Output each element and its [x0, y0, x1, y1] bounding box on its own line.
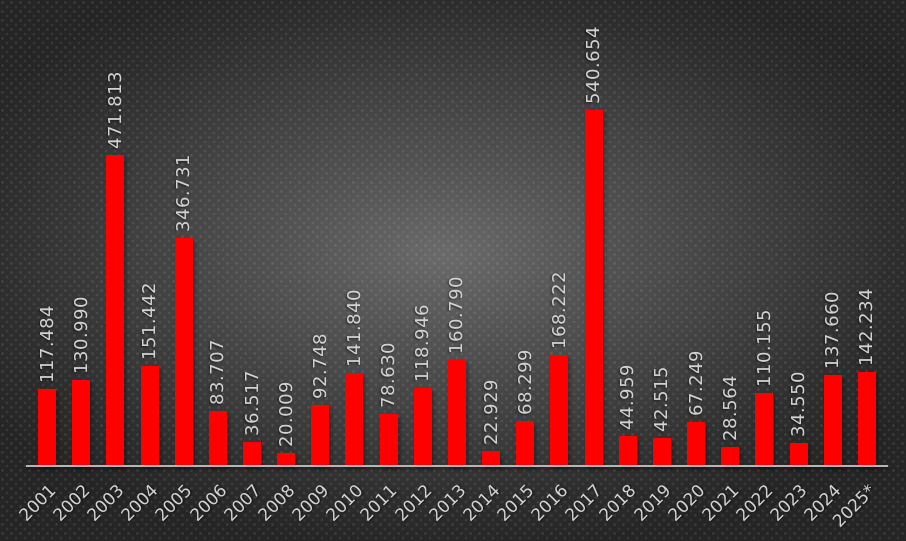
bar-column-2005: 346.731 [167, 0, 201, 466]
bar-column-2013: 160.790 [440, 0, 474, 466]
bar-column-2002: 130.990 [64, 0, 98, 466]
bar-column-2024: 137.660 [816, 0, 850, 466]
bar-column-2017: 540.654 [577, 0, 611, 466]
bar-2002 [72, 380, 91, 466]
value-label: 151.442 [139, 282, 161, 360]
bar-2024 [823, 375, 842, 466]
bar-column-2021: 28.564 [713, 0, 747, 466]
bar-2025 [857, 372, 876, 466]
value-label: 168.222 [548, 271, 570, 349]
bar-2011 [379, 414, 398, 466]
bar-column-2018: 44.959 [611, 0, 645, 466]
value-label: 117.484 [36, 305, 58, 383]
value-label: 142.234 [856, 288, 878, 366]
bar-2023 [789, 443, 808, 466]
x-tick-label: 2001 [15, 480, 61, 526]
bar-2021 [721, 447, 740, 466]
bar-column-2004: 151.442 [132, 0, 166, 466]
bar-2019 [652, 438, 671, 466]
bar-2006 [208, 411, 227, 466]
value-label: 83.707 [207, 339, 229, 405]
value-label: 20.009 [275, 381, 297, 447]
bar-column-2012: 118.946 [406, 0, 440, 466]
value-label: 28.564 [719, 375, 741, 441]
value-label: 137.660 [822, 291, 844, 369]
value-label: 471.813 [104, 71, 126, 149]
bar-column-2001: 117.484 [30, 0, 64, 466]
bar-2010 [345, 373, 364, 466]
bar-column-2022: 110.155 [747, 0, 781, 466]
bar-column-2009: 92.748 [303, 0, 337, 466]
bar-column-2023: 34.550 [781, 0, 815, 466]
bar-column-2019: 42.515 [645, 0, 679, 466]
bar-2003 [106, 155, 125, 466]
bar-2018 [618, 436, 637, 466]
value-label: 36.517 [241, 370, 263, 436]
value-label: 92.748 [309, 333, 331, 399]
bar-column-2016: 168.222 [542, 0, 576, 466]
bar-2001 [38, 389, 57, 466]
bar-column-2007: 36.517 [235, 0, 269, 466]
value-label: 160.790 [446, 276, 468, 354]
value-label: 42.515 [651, 366, 673, 432]
value-label: 346.731 [173, 154, 195, 232]
bar-column-2006: 83.707 [201, 0, 235, 466]
value-label: 141.840 [343, 289, 365, 367]
bar-2015 [516, 421, 535, 466]
bar-column-2020: 67.249 [679, 0, 713, 466]
bar-column-2008: 20.009 [269, 0, 303, 466]
bar-2012 [413, 388, 432, 466]
value-label: 540.654 [583, 26, 605, 104]
bar-2009 [311, 405, 330, 466]
bar-column-2010: 141.840 [337, 0, 371, 466]
x-tick-column: 2025* [829, 469, 884, 541]
bar-2008 [277, 453, 296, 466]
bar-2016 [550, 355, 569, 466]
bar-column-2015: 68.299 [508, 0, 542, 466]
bar-2017 [584, 110, 603, 466]
value-label: 22.929 [480, 379, 502, 445]
value-label: 130.990 [70, 296, 92, 374]
bar-column-2025: 142.234 [850, 0, 884, 466]
value-label: 118.946 [412, 304, 434, 382]
bar-column-2014: 22.929 [474, 0, 508, 466]
plot-area: 117.484 130.990 471.813 151.442 346.731 83.70… [30, 0, 884, 466]
value-label: 44.959 [617, 364, 639, 430]
x-axis-labels: 2001 2002 2003 2004 2005 2006 2007 2008 2009 2010… [15, 469, 884, 541]
bar-2020 [687, 422, 706, 466]
value-label: 110.155 [753, 309, 775, 387]
bar-2007 [243, 442, 262, 466]
value-label: 68.299 [514, 349, 536, 415]
bar-column-2003: 471.813 [98, 0, 132, 466]
bar-column-2011: 78.630 [372, 0, 406, 466]
x-axis-line [26, 465, 888, 467]
bar-2022 [755, 393, 774, 466]
value-label: 78.630 [378, 342, 400, 408]
bar-2005 [174, 238, 193, 466]
value-label: 67.249 [685, 350, 707, 416]
bar-2014 [482, 451, 501, 466]
bar-2004 [140, 366, 159, 466]
bar-2013 [447, 360, 466, 466]
value-label: 34.550 [788, 371, 810, 437]
